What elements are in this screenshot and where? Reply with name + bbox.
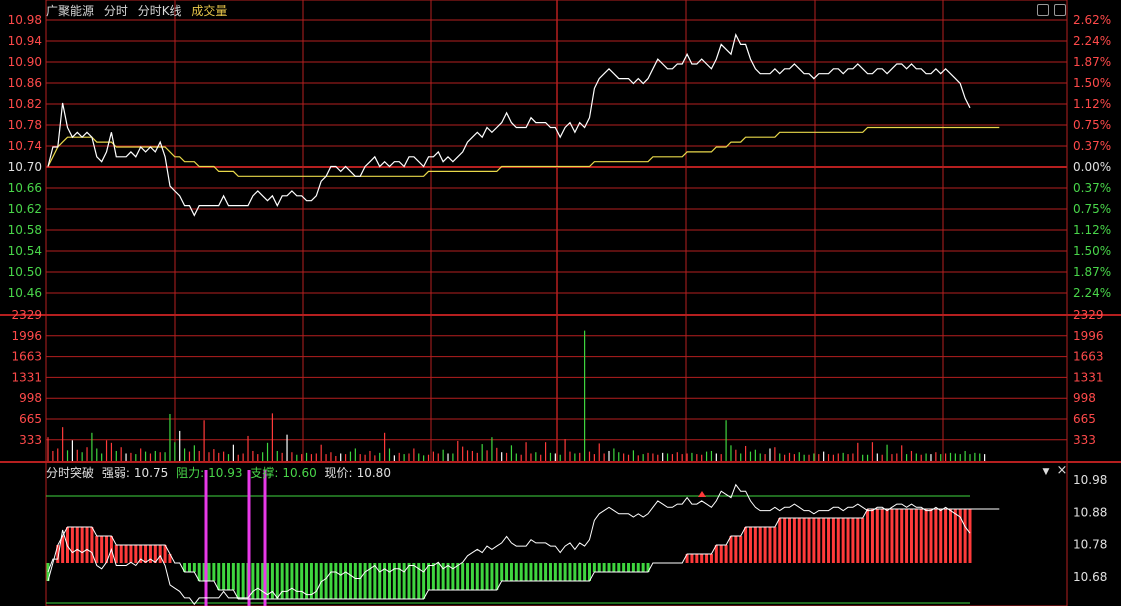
- indicator-header: 分时突破 强弱: 10.75 阻力: 10.93 支撑: 10.60 现价: 10.80: [46, 464, 395, 481]
- price-tick-label: 10.90: [8, 55, 42, 69]
- price-tick-label: 10.98: [8, 13, 42, 27]
- indicator-avg-line: [47, 508, 1000, 600]
- indicator-tick-label: 10.78: [1073, 538, 1107, 552]
- price-tick-label: 10.46: [8, 286, 42, 300]
- volume-tick-label: 2329: [1073, 308, 1104, 322]
- indicator-price-line: [47, 483, 971, 606]
- percent-tick-label: 1.87%: [1073, 265, 1111, 279]
- support-label: 支撑:: [250, 466, 279, 480]
- percent-tick-label: 1.50%: [1073, 244, 1111, 258]
- volume-tick-label: 998: [19, 391, 42, 405]
- indicator-tick-label: 10.68: [1073, 570, 1107, 584]
- percent-tick-label: 0.75%: [1073, 118, 1111, 132]
- volume-tick-label: 1663: [11, 350, 42, 364]
- strength-label: 强弱:: [101, 466, 130, 480]
- price-tick-label: 10.86: [8, 76, 42, 90]
- support-value: 10.60: [282, 466, 317, 480]
- volume-tick-label: 1331: [1073, 370, 1104, 384]
- indicator-tick-label: 10.98: [1073, 473, 1107, 487]
- volume-tick-label: 1996: [1073, 329, 1104, 343]
- price-tick-label: 10.50: [8, 265, 42, 279]
- percent-tick-label: 1.12%: [1073, 223, 1111, 237]
- volume-tick-label: 665: [1073, 412, 1096, 426]
- zoom-in-icon[interactable]: [1037, 4, 1049, 16]
- volume-tick-label: 1663: [1073, 350, 1104, 364]
- price-line: [47, 32, 971, 217]
- price-value: 10.80: [356, 466, 391, 480]
- percent-tick-label: 0.75%: [1073, 202, 1111, 216]
- price-tick-label: 10.54: [8, 244, 42, 258]
- percent-tick-label: 0.37%: [1073, 181, 1111, 195]
- price-tick-label: 10.82: [8, 97, 42, 111]
- peak-marker: [698, 491, 706, 497]
- percent-tick-label: 0.00%: [1073, 160, 1111, 174]
- stock-name: 广聚能源: [46, 4, 95, 18]
- chart-frame: [45, 0, 1068, 606]
- price-lines: [47, 32, 1000, 606]
- chart-header: 广聚能源 分时 分时K线 成交量: [46, 2, 233, 19]
- tab-intraday[interactable]: 分时: [103, 4, 128, 18]
- percent-tick-label: 1.12%: [1073, 97, 1111, 111]
- resistance-value: 10.93: [208, 466, 243, 480]
- volume-tick-label: 1331: [11, 370, 42, 384]
- percent-tick-label: 0.37%: [1073, 139, 1111, 153]
- axis-labels: 10.98 2.62% 10.94 2.24% 10.90 1.87% 10.86 1.50%…: [8, 13, 1111, 584]
- avg-price-line: [47, 126, 1000, 177]
- settings-icon[interactable]: [1054, 4, 1066, 16]
- price-tick-label: 10.78: [8, 118, 42, 132]
- percent-tick-label: 2.62%: [1073, 13, 1111, 27]
- dropdown-icon[interactable]: ▼: [1042, 467, 1050, 477]
- tab-kline[interactable]: 分时K线: [137, 4, 182, 18]
- resistance-label: 阻力:: [176, 466, 205, 480]
- percent-tick-label: 1.87%: [1073, 55, 1111, 69]
- close-icon[interactable]: ×: [1056, 463, 1068, 478]
- indicator-name: 分时突破: [46, 466, 95, 480]
- volume-tick-label: 665: [19, 412, 42, 426]
- percent-tick-label: 2.24%: [1073, 34, 1111, 48]
- volume-tick-label: 1996: [11, 329, 42, 343]
- indicator-bars: [46, 470, 972, 606]
- indicator-tick-label: 10.88: [1073, 505, 1107, 519]
- percent-tick-label: 2.24%: [1073, 286, 1111, 300]
- tab-volume[interactable]: 成交量: [191, 4, 228, 18]
- price-tick-label: 10.62: [8, 202, 42, 216]
- volume-tick-label: 333: [1073, 433, 1096, 447]
- price-tick-label: 10.58: [8, 223, 42, 237]
- price-label: 现价:: [324, 466, 353, 480]
- price-tick-label: 10.74: [8, 139, 42, 153]
- price-tick-label: 10.70: [8, 160, 42, 174]
- strength-value: 10.75: [133, 466, 169, 480]
- price-tick-label: 10.94: [8, 34, 42, 48]
- volume-tick-label: 333: [19, 433, 42, 447]
- price-tick-label: 10.66: [8, 181, 42, 195]
- volume-tick-label: 2329: [11, 308, 42, 322]
- volume-bars: [47, 330, 986, 461]
- volume-tick-label: 998: [1073, 391, 1096, 405]
- percent-tick-label: 1.50%: [1073, 76, 1111, 90]
